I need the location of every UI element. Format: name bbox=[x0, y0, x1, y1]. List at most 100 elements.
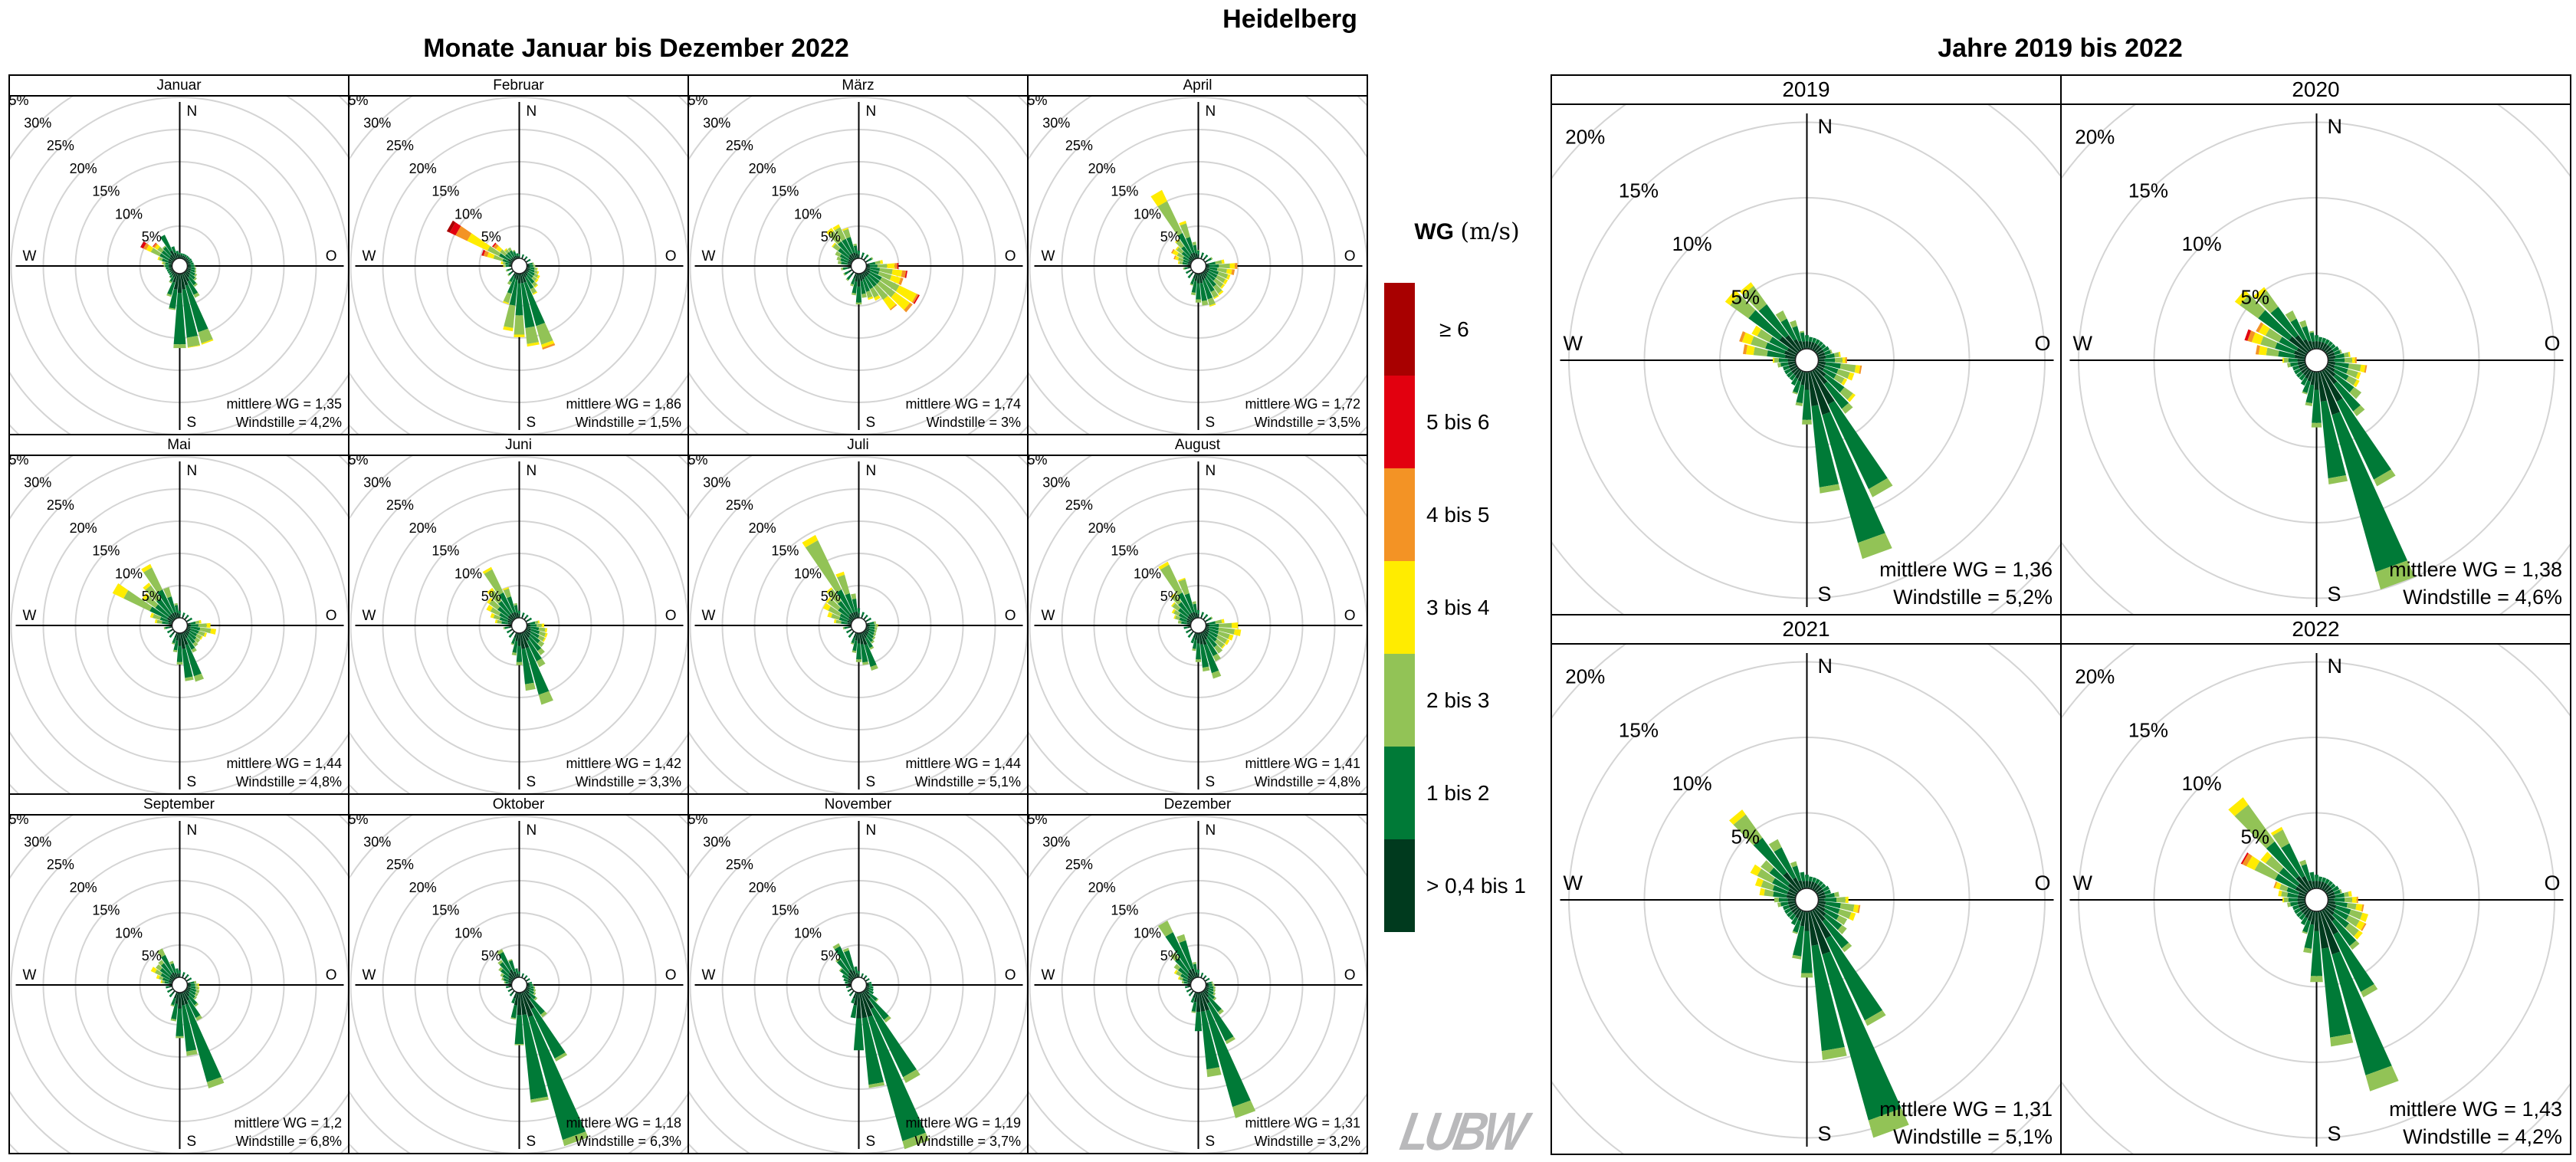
bar-segment bbox=[911, 294, 919, 304]
bar-segment bbox=[1800, 872, 1806, 881]
bar-segment bbox=[2299, 365, 2308, 371]
sector-bar bbox=[1790, 861, 1804, 890]
bar-segment bbox=[1221, 619, 1225, 623]
bar-segment bbox=[2346, 369, 2358, 379]
mean-speed-label: mittlere WG = 1,36 bbox=[1879, 558, 2053, 581]
bar-segment bbox=[2300, 377, 2308, 386]
bar-segment bbox=[856, 643, 861, 660]
sector-bar bbox=[187, 983, 199, 986]
sector-bar bbox=[156, 948, 177, 979]
bar-segment bbox=[169, 980, 173, 983]
bar-segment bbox=[851, 997, 855, 1004]
compass-south: S bbox=[866, 1134, 876, 1150]
bar-segment bbox=[185, 619, 190, 622]
bar-segment bbox=[504, 264, 506, 268]
bar-segment bbox=[836, 959, 850, 974]
bar-segment bbox=[187, 624, 191, 627]
bar-segment bbox=[507, 258, 514, 263]
sector-bar bbox=[1754, 878, 1797, 897]
sector-bar bbox=[2318, 876, 2323, 889]
bar-segment bbox=[160, 954, 174, 973]
bar-segment bbox=[1181, 980, 1184, 984]
bar-segment bbox=[874, 284, 888, 300]
bar-segment bbox=[518, 254, 520, 256]
sector-bar bbox=[825, 587, 855, 620]
bar-segment bbox=[507, 620, 513, 624]
bar-segment bbox=[537, 271, 540, 275]
sector-bar bbox=[1818, 896, 1849, 904]
compass-west: W bbox=[1042, 967, 1055, 983]
bar-segment bbox=[537, 620, 540, 624]
bar-segment bbox=[176, 254, 179, 259]
bar-segment bbox=[198, 623, 207, 628]
compass-west: W bbox=[23, 967, 37, 983]
bar-segment bbox=[500, 968, 510, 977]
bar-segment bbox=[143, 583, 151, 590]
ring-label: 30% bbox=[24, 834, 51, 849]
sector-bar bbox=[527, 620, 540, 625]
sector-bar bbox=[2234, 290, 2309, 354]
compass-north: N bbox=[2328, 115, 2343, 138]
bar-segment bbox=[844, 950, 855, 971]
bar-segment bbox=[1183, 267, 1185, 270]
bar-segment bbox=[1177, 620, 1182, 624]
bar-segment bbox=[825, 597, 832, 603]
bar-segment bbox=[2255, 345, 2260, 355]
sector-bar bbox=[511, 992, 517, 1004]
bar-segment bbox=[831, 613, 841, 620]
bar-segment bbox=[537, 635, 545, 642]
bar-segment bbox=[1824, 889, 1831, 895]
sector-bar bbox=[853, 243, 858, 259]
sector-bar bbox=[841, 267, 852, 271]
bar-segment bbox=[837, 601, 851, 615]
bar-segment bbox=[2310, 911, 2315, 925]
bar-segment bbox=[1206, 1067, 1222, 1078]
bar-segment bbox=[1204, 254, 1209, 258]
bar-segment bbox=[518, 973, 520, 977]
bar-segment bbox=[1810, 342, 1815, 350]
sector-bar bbox=[1173, 963, 1193, 981]
bar-segment bbox=[2279, 867, 2300, 887]
bar-segment bbox=[861, 272, 866, 278]
bar-segment bbox=[1192, 601, 1196, 605]
sector-bar bbox=[1203, 989, 1217, 1001]
bar-segment bbox=[172, 637, 176, 644]
ring-label: 5% bbox=[2240, 286, 2269, 309]
bar-segment bbox=[525, 682, 536, 691]
bar-segment bbox=[1854, 365, 1861, 374]
bar-segment bbox=[1193, 992, 1196, 998]
bar-segment bbox=[836, 589, 853, 614]
sector-bar bbox=[2319, 877, 2327, 890]
sector-bar bbox=[1177, 577, 1196, 619]
bar-segment bbox=[1724, 290, 1740, 306]
bar-segment bbox=[188, 632, 197, 640]
sector-bar bbox=[864, 989, 879, 1003]
compass-south: S bbox=[1206, 774, 1216, 790]
sector-bar bbox=[511, 632, 519, 656]
bar-segment bbox=[2260, 336, 2278, 349]
sector-bar bbox=[1774, 897, 1796, 903]
sector-bar bbox=[1786, 906, 1799, 917]
bar-segment bbox=[168, 615, 175, 622]
sector-bar bbox=[1792, 911, 1806, 960]
bar-segment bbox=[878, 271, 892, 281]
bar-segment bbox=[171, 997, 176, 1006]
bar-segment bbox=[513, 251, 517, 257]
bar-segment bbox=[1808, 336, 1813, 342]
sector-bar bbox=[855, 633, 862, 662]
bar-segment bbox=[841, 621, 848, 625]
bar-segment bbox=[2325, 878, 2330, 885]
bar-segment bbox=[190, 621, 196, 625]
bar-segment bbox=[2328, 361, 2336, 366]
bar-segment bbox=[1817, 891, 1826, 897]
bar-segment bbox=[1795, 369, 1802, 379]
bar-segment bbox=[156, 974, 160, 980]
bar-segment bbox=[1787, 347, 1798, 356]
bar-segment bbox=[467, 233, 491, 251]
bar-segment bbox=[508, 271, 512, 276]
compass-east: O bbox=[2544, 872, 2560, 894]
bar-segment bbox=[503, 326, 514, 332]
bar-segment bbox=[913, 294, 920, 304]
bar-segment bbox=[2353, 405, 2365, 417]
